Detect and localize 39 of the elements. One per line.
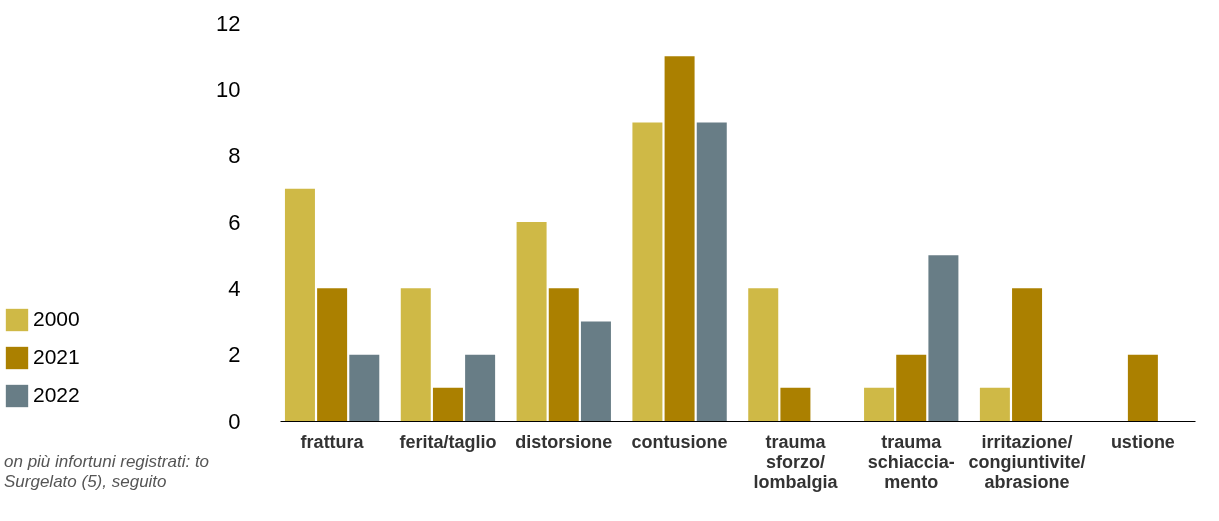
bar — [664, 56, 695, 421]
x-tick-label: irritazione/ congiuntivite/ abrasione — [968, 431, 1086, 492]
bar — [928, 255, 959, 421]
bar — [696, 122, 727, 421]
legend-label: 2021 — [33, 345, 80, 368]
y-tick-label: 6 — [228, 209, 241, 235]
bar — [748, 288, 779, 421]
x-tick-label: contusione — [631, 431, 728, 452]
legend-label: 2000 — [33, 307, 80, 330]
x-tick-label: trauma schiaccia- mento — [867, 431, 955, 492]
x-tick-label: frattura — [300, 431, 365, 452]
y-tick-label: 10 — [216, 76, 241, 102]
bar — [1012, 288, 1043, 421]
y-tick-label: 8 — [228, 143, 241, 169]
bar — [864, 387, 895, 421]
y-tick-label: 0 — [228, 408, 241, 434]
bar — [580, 321, 611, 421]
y-tick-label: 4 — [228, 275, 241, 301]
x-tick-label: ustione — [1110, 431, 1175, 452]
bar — [465, 354, 496, 421]
bar — [349, 354, 380, 421]
legend-label: 2022 — [33, 383, 80, 406]
bar — [548, 288, 579, 421]
bar — [432, 387, 463, 421]
bar — [284, 188, 315, 421]
y-tick-label: 2 — [228, 342, 241, 368]
bar — [400, 288, 431, 421]
bar — [780, 387, 811, 421]
text: on più infortuni registrati: to Surgelato (5), seguito — [4, 452, 211, 492]
x-tick-label: ferita/taglio — [399, 431, 497, 452]
bar — [1127, 354, 1158, 421]
bar — [979, 387, 1010, 421]
bar — [632, 122, 663, 421]
y-tick-label: 12 — [216, 10, 241, 36]
x-tick-label: trauma sforzo/ lombalgia — [753, 431, 839, 492]
x-tick-label: distorsione — [515, 431, 613, 452]
bar — [516, 222, 547, 421]
bar — [317, 288, 348, 421]
bar — [896, 354, 927, 421]
